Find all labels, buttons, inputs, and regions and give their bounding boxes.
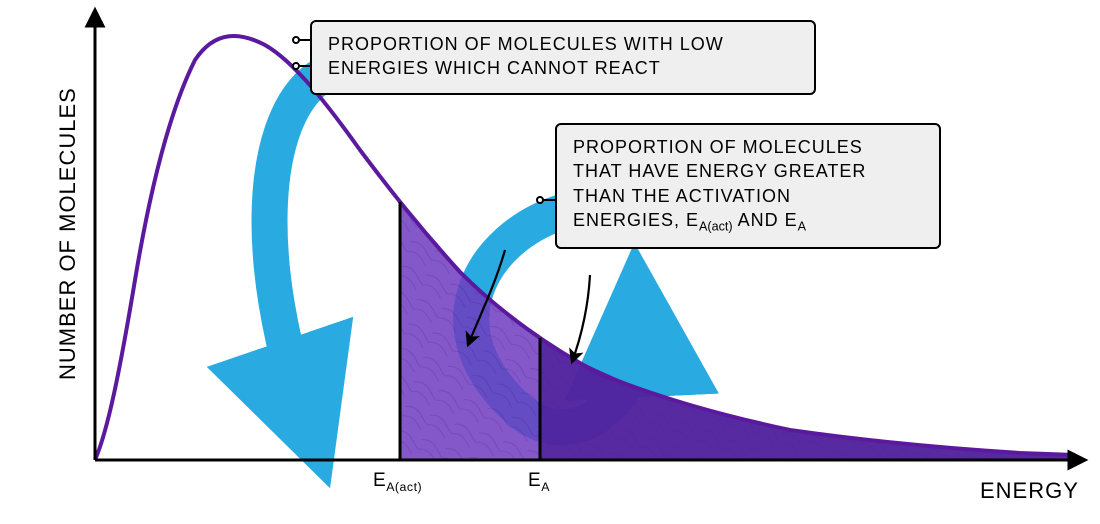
ea-act-tick-label: EA(act) (373, 470, 422, 494)
ea-tick-label: EA (528, 470, 550, 494)
arrow-low-energy (270, 78, 318, 415)
diagram-stage: PROPORTION OF MOLECULES WITH LOW ENERGIE… (0, 0, 1100, 524)
callout-low-energy: PROPORTION OF MOLECULES WITH LOW ENERGIE… (310, 20, 816, 95)
x-axis-label: ENERGY (980, 478, 1079, 504)
callout-low-energy-line1: PROPORTION OF MOLECULES WITH LOW (328, 34, 724, 54)
callout-high-energy: PROPORTION OF MOLECULES THAT HAVE ENERGY… (555, 123, 941, 249)
callout-low-energy-line2: ENERGIES WHICH CANNOT REACT (328, 58, 661, 78)
callout-high-energy-line2: THAT HAVE ENERGY GREATER (573, 161, 866, 181)
y-axis-label: NUMBER OF MOLECULES (55, 87, 81, 380)
callout-high-energy-line4: ENERGIES, EA(act) AND EA (573, 210, 806, 230)
callout-high-energy-line3: THAN THE ACTIVATION (573, 186, 791, 206)
callout-high-energy-line1: PROPORTION OF MOLECULES (573, 137, 863, 157)
